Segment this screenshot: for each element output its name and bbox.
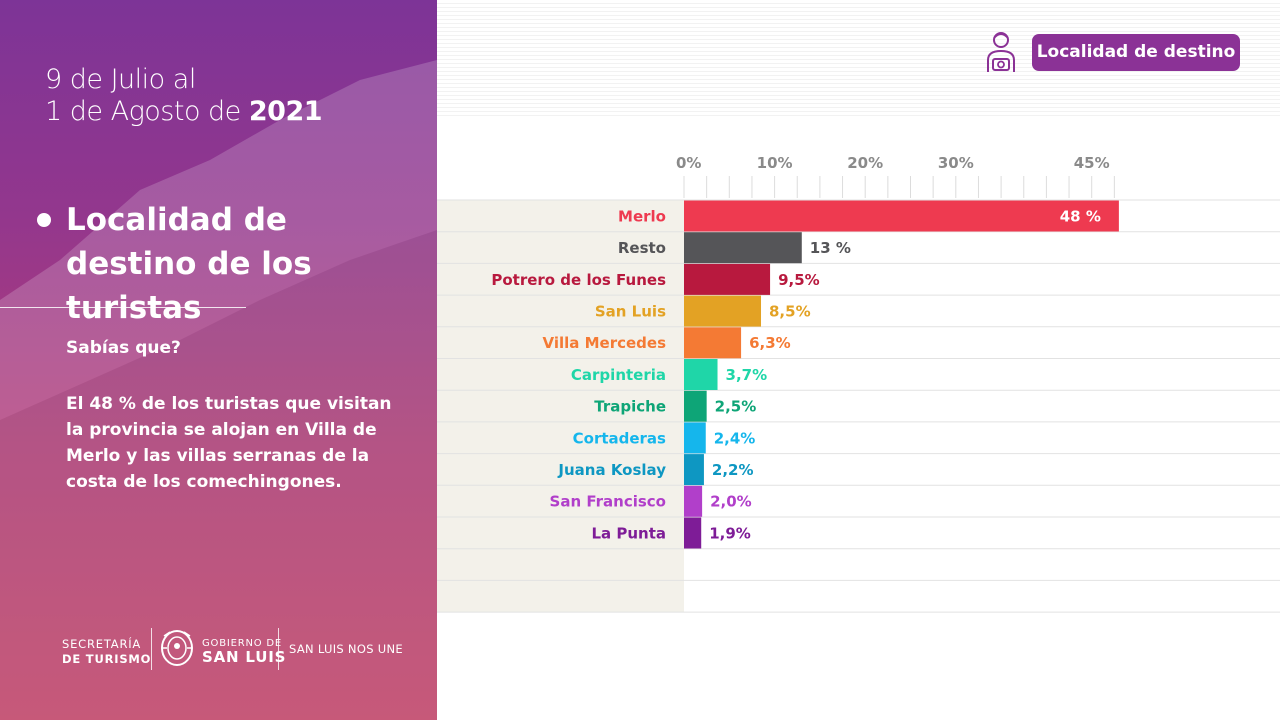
bar-chart: 0% 10% 20% 30% 45% Merlo 48 % Resto 13 % Potrero … xyxy=(437,154,1280,613)
footer-separator xyxy=(151,628,152,670)
footer-separator xyxy=(278,628,279,670)
slogan: SAN LUIS NOS UNE xyxy=(289,642,403,656)
bar xyxy=(684,200,1119,232)
insight-text: El 48 % de los turistas que visitan la p… xyxy=(66,394,392,492)
value-label: 13 % xyxy=(810,239,851,257)
mountain-background xyxy=(0,60,437,720)
section-title: Localidad de destino de los turistas xyxy=(66,202,312,326)
gobierno-line-1: GOBIERNO DE xyxy=(202,638,283,649)
category-label: Merlo xyxy=(618,207,666,225)
x-tick-label: 30% xyxy=(938,154,974,172)
value-label: 1,9% xyxy=(709,524,751,542)
category-label: San Luis xyxy=(595,302,666,320)
x-tick-label: 0% xyxy=(676,154,701,172)
bar xyxy=(684,295,762,327)
bar xyxy=(684,422,706,454)
value-label: 48 % xyxy=(1060,207,1101,225)
value-label: 2,2% xyxy=(712,461,754,479)
divider xyxy=(0,307,246,308)
bar xyxy=(684,232,802,264)
san-luis-seal-icon xyxy=(161,630,193,666)
value-label: 2,5% xyxy=(715,398,757,416)
date-year: 2021 xyxy=(248,96,323,127)
value-label: 3,7% xyxy=(726,366,768,384)
bar xyxy=(684,327,742,359)
category-label: San Francisco xyxy=(550,493,666,511)
date-line-1: 9 de Julio al xyxy=(45,64,196,95)
category-label: Carpinteria xyxy=(571,366,666,384)
x-tick-label: 20% xyxy=(847,154,883,172)
tourist-camera-icon xyxy=(987,32,1015,72)
secretaria-line-1: SECRETARÍA xyxy=(62,637,142,651)
date-line-2: 1 de Agosto de 2021 xyxy=(45,96,323,127)
bar xyxy=(684,485,703,517)
chart-area: Localidad de destino 0% 10% 20% 30% 45% Merlo… xyxy=(437,0,1280,720)
category-label: Resto xyxy=(618,239,666,257)
value-label: 9,5% xyxy=(778,271,820,289)
bar xyxy=(684,454,704,486)
category-label: Juana Koslay xyxy=(557,461,666,479)
label-column-bg xyxy=(437,200,684,613)
category-label: La Punta xyxy=(591,524,666,542)
bar xyxy=(684,390,707,422)
value-label: 2,4% xyxy=(714,429,756,447)
secretaria-line-2: DE TURISMO xyxy=(62,652,152,666)
bar xyxy=(684,517,702,549)
gobierno-line-2: SAN LUIS xyxy=(202,648,287,666)
bar xyxy=(684,359,718,390)
footer-logos: SECRETARÍA DE TURISMO GOBIERNO DE SAN LU… xyxy=(62,628,422,672)
category-label: Trapiche xyxy=(594,398,666,416)
did-you-know-heading: Sabías que? xyxy=(66,338,181,358)
value-label: 6,3% xyxy=(749,334,791,352)
value-label: 8,5% xyxy=(769,302,811,320)
bar xyxy=(684,263,771,295)
category-label: Villa Mercedes xyxy=(542,334,666,352)
category-label: Cortaderas xyxy=(573,429,666,447)
bullet-icon xyxy=(37,213,51,227)
x-tick-label: 10% xyxy=(757,154,793,172)
date-range: 9 de Julio al 1 de Agosto de 2021 xyxy=(45,64,323,128)
category-badge: Localidad de destino xyxy=(1032,34,1240,71)
info-panel: 9 de Julio al 1 de Agosto de 2021 Locali… xyxy=(0,0,437,720)
x-tick-label: 45% xyxy=(1074,154,1110,172)
category-label: Potrero de los Funes xyxy=(491,271,666,289)
value-label: 2,0% xyxy=(710,493,752,511)
